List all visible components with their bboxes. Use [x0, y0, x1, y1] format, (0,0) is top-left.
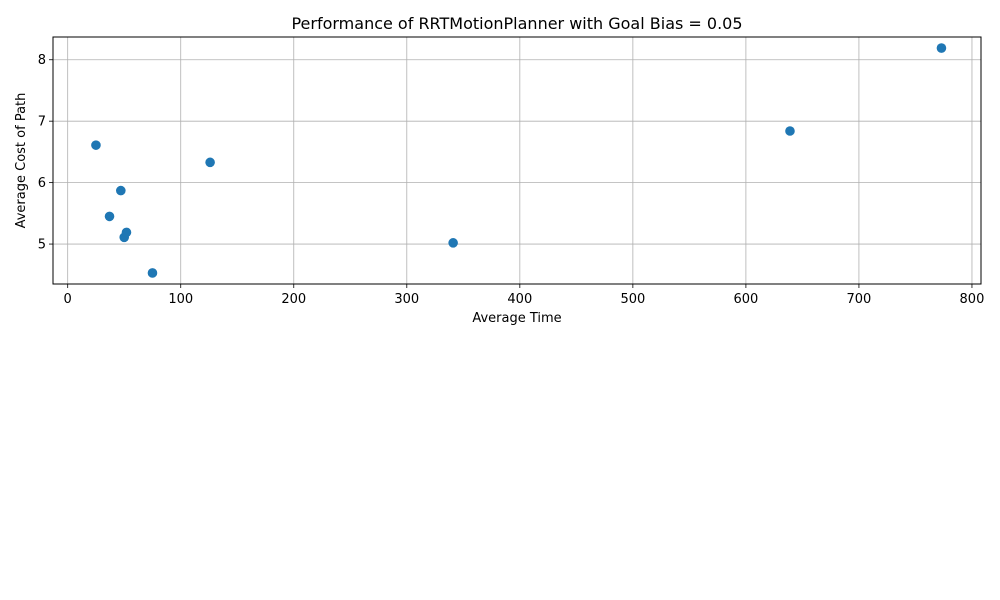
y-tick-label: 5 [38, 238, 46, 253]
x-tick-label: 0 [64, 292, 72, 307]
scatter-point [147, 268, 158, 278]
chart-title: Performance of RRTMotionPlanner with Goa… [291, 14, 742, 33]
scatter-point [785, 126, 795, 136]
y-axis-label: Average Cost of Path [14, 93, 29, 229]
y-tick-label: 8 [38, 53, 46, 68]
data-points [91, 43, 947, 278]
x-axis-label: Average Time [472, 311, 561, 326]
y-axis-ticks: 5 6 7 8 [38, 53, 53, 253]
scatter-point [121, 227, 132, 238]
y-tick-label: 7 [38, 115, 46, 130]
grid-lines [53, 37, 981, 284]
x-axis-ticks: 0 100 200 300 400 500 600 700 800 [64, 284, 985, 307]
scatter-point [936, 43, 947, 53]
plot-frame [52, 36, 982, 285]
scatter-point [205, 157, 215, 168]
x-tick-label: 400 [507, 292, 532, 307]
x-tick-label: 200 [281, 292, 306, 307]
x-tick-label: 500 [620, 292, 645, 307]
x-tick-label: 100 [168, 292, 193, 307]
x-tick-label: 600 [733, 292, 758, 307]
scatter-point [116, 185, 126, 196]
scatter-point [104, 211, 115, 222]
x-tick-label: 300 [394, 292, 419, 307]
scatter-point [448, 238, 458, 248]
scatter-point [91, 140, 101, 150]
y-tick-label: 6 [38, 176, 46, 191]
x-tick-label: 700 [847, 292, 872, 307]
x-tick-label: 800 [960, 292, 985, 307]
